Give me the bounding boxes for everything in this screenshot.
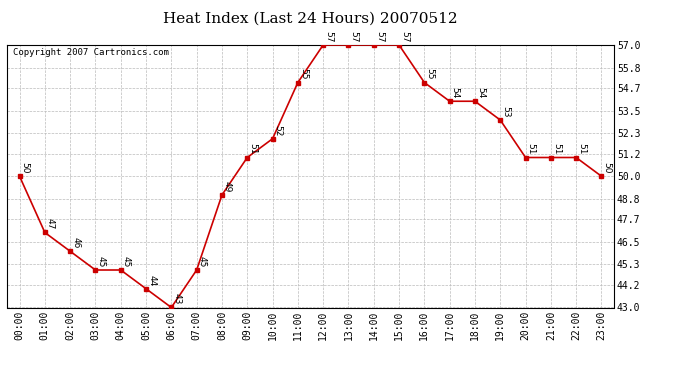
Text: 47: 47 [46, 218, 55, 230]
Text: 51: 51 [552, 143, 561, 155]
Text: 53: 53 [502, 106, 511, 117]
Text: 51: 51 [526, 143, 535, 155]
Text: 44: 44 [147, 275, 156, 286]
Text: 51: 51 [578, 143, 586, 155]
Text: 49: 49 [223, 181, 232, 192]
Text: 43: 43 [172, 293, 181, 305]
Text: 51: 51 [248, 143, 257, 155]
Text: 57: 57 [375, 31, 384, 42]
Text: 57: 57 [324, 31, 333, 42]
Text: Heat Index (Last 24 Hours) 20070512: Heat Index (Last 24 Hours) 20070512 [164, 11, 457, 25]
Text: 50: 50 [602, 162, 611, 174]
Text: 45: 45 [97, 256, 106, 267]
Text: 45: 45 [122, 256, 131, 267]
Text: 54: 54 [476, 87, 485, 99]
Text: Copyright 2007 Cartronics.com: Copyright 2007 Cartronics.com [13, 48, 169, 57]
Text: 46: 46 [71, 237, 80, 249]
Text: 55: 55 [299, 68, 308, 80]
Text: 55: 55 [426, 68, 435, 80]
Text: 54: 54 [451, 87, 460, 99]
Text: 52: 52 [274, 124, 283, 136]
Text: 57: 57 [400, 31, 409, 42]
Text: 50: 50 [21, 162, 30, 174]
Text: 45: 45 [198, 256, 207, 267]
Text: 57: 57 [350, 31, 359, 42]
